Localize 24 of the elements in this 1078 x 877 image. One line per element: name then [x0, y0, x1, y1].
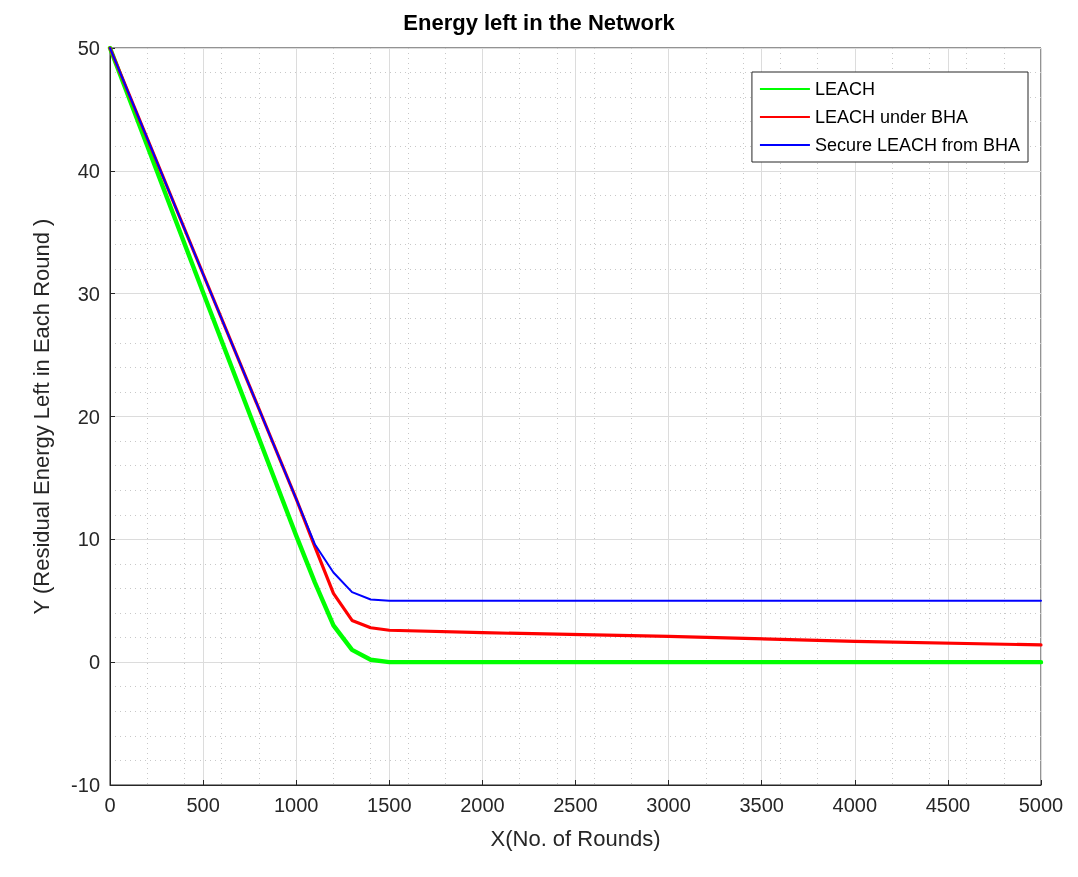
x-tick-label: 0 [104, 794, 116, 816]
x-tick-label: 2000 [460, 794, 505, 816]
y-tick-label: 10 [77, 528, 100, 551]
x-axis-title: X(No. of Rounds) [490, 825, 661, 851]
y-axis-title: Y (Residual Energy Left in Each Round ) [28, 218, 54, 615]
chart-title: Energy left in the Network [403, 9, 676, 35]
x-tick-label: 5000 [1018, 794, 1064, 816]
x-tick-label: 1000 [273, 794, 319, 816]
x-tick-label: 4000 [832, 794, 878, 816]
y-tick-label: 20 [77, 405, 100, 428]
x-tick-label: 2500 [553, 794, 598, 816]
x-tick-label: 3000 [646, 794, 691, 816]
legend-label: Secure LEACH from BHA [814, 135, 1021, 155]
y-tick-label: 0 [88, 651, 100, 674]
legend-label: LEACH [814, 79, 875, 99]
y-tick-label: 50 [77, 37, 100, 59]
x-tick-label: 1500 [367, 794, 412, 816]
x-tick-label: 4500 [925, 794, 971, 816]
y-tick-label: 40 [77, 159, 100, 182]
y-tick-label: 30 [77, 282, 100, 305]
x-tick-label: 3500 [739, 794, 784, 816]
legend-label: LEACH under BHA [814, 107, 969, 127]
x-tick-label: 500 [186, 794, 220, 816]
y-tick-label: -10 [71, 774, 100, 796]
